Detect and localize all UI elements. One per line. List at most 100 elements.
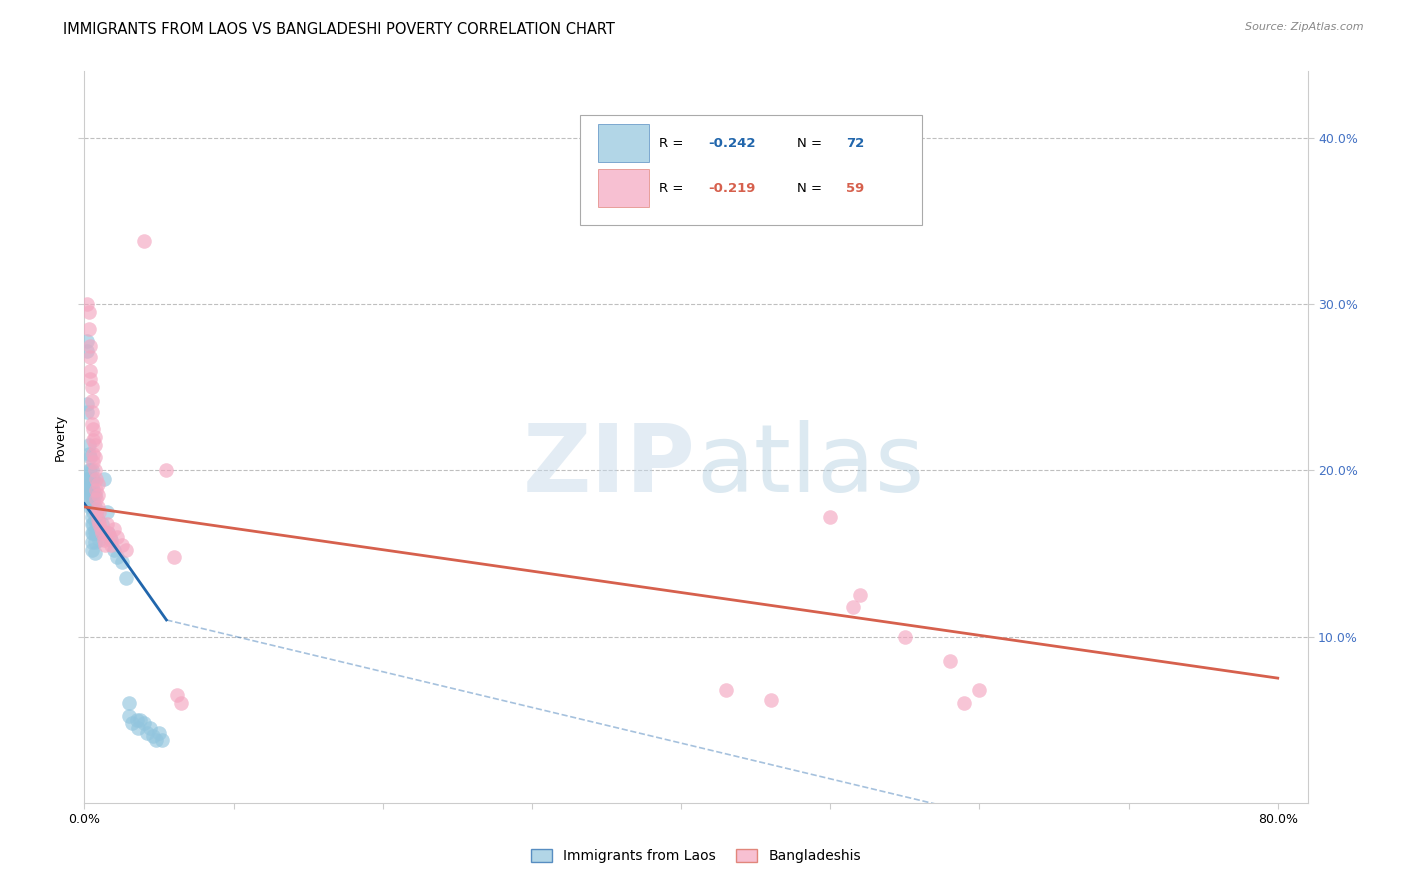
- Point: [83, 488, 105, 502]
- Point: [148, 726, 170, 740]
- Point: [76, 334, 98, 348]
- Point: [77, 322, 100, 336]
- Point: [87, 476, 110, 491]
- Point: [96, 516, 118, 531]
- Point: [80, 480, 103, 494]
- Point: [82, 434, 104, 448]
- Point: [759, 692, 782, 706]
- Point: [80, 526, 103, 541]
- Point: [163, 549, 186, 564]
- Point: [118, 709, 141, 723]
- Point: [849, 588, 872, 602]
- Point: [79, 450, 101, 464]
- Point: [80, 380, 103, 394]
- Point: [77, 472, 100, 486]
- Point: [170, 696, 193, 710]
- Point: [76, 343, 98, 358]
- Point: [714, 682, 737, 697]
- Point: [89, 505, 111, 519]
- Text: R =: R =: [659, 136, 688, 150]
- Point: [82, 472, 104, 486]
- Point: [111, 555, 134, 569]
- Point: [91, 526, 114, 541]
- Point: [83, 450, 105, 464]
- Point: [83, 546, 105, 560]
- Text: 72: 72: [846, 136, 865, 150]
- Point: [89, 533, 111, 548]
- Point: [80, 393, 103, 408]
- Point: [80, 417, 103, 431]
- FancyBboxPatch shape: [598, 124, 650, 162]
- Point: [79, 372, 101, 386]
- Text: R =: R =: [659, 182, 688, 194]
- Point: [98, 530, 121, 544]
- Point: [87, 513, 110, 527]
- Point: [142, 729, 165, 743]
- Point: [90, 521, 112, 535]
- Point: [103, 521, 125, 535]
- Point: [84, 472, 107, 486]
- Point: [105, 530, 128, 544]
- Point: [105, 549, 128, 564]
- Point: [76, 405, 98, 419]
- Point: [96, 505, 118, 519]
- Point: [91, 516, 114, 531]
- Point: [79, 500, 101, 514]
- Point: [76, 297, 98, 311]
- Point: [80, 500, 103, 514]
- Point: [93, 533, 115, 548]
- Text: atlas: atlas: [696, 420, 924, 512]
- Point: [83, 534, 105, 549]
- Point: [80, 543, 103, 558]
- Point: [150, 732, 173, 747]
- Text: 59: 59: [846, 182, 865, 194]
- Point: [79, 351, 101, 365]
- Point: [80, 534, 103, 549]
- Point: [87, 488, 110, 502]
- Point: [77, 305, 100, 319]
- Text: IMMIGRANTS FROM LAOS VS BANGLADESHI POVERTY CORRELATION CHART: IMMIGRANTS FROM LAOS VS BANGLADESHI POVE…: [63, 22, 616, 37]
- Legend: Immigrants from Laos, Bangladeshis: Immigrants from Laos, Bangladeshis: [526, 844, 866, 869]
- Point: [115, 571, 138, 585]
- Point: [938, 655, 960, 669]
- Point: [127, 721, 149, 735]
- Text: -0.219: -0.219: [709, 182, 755, 194]
- Point: [84, 505, 107, 519]
- Point: [82, 455, 104, 469]
- Point: [83, 438, 105, 452]
- Point: [100, 538, 122, 552]
- Point: [128, 713, 150, 727]
- Point: [100, 533, 122, 548]
- Point: [136, 726, 159, 740]
- Point: [969, 682, 991, 697]
- Point: [80, 472, 103, 486]
- Point: [82, 422, 104, 436]
- Point: [77, 447, 100, 461]
- Point: [94, 538, 117, 552]
- Point: [84, 516, 107, 531]
- Point: [83, 430, 105, 444]
- Point: [82, 447, 104, 461]
- Point: [79, 363, 101, 377]
- Point: [79, 338, 101, 352]
- Point: [80, 516, 103, 531]
- Point: [84, 505, 107, 519]
- Point: [97, 526, 120, 541]
- Point: [87, 500, 110, 514]
- Point: [79, 472, 101, 486]
- Point: [84, 526, 107, 541]
- Point: [82, 505, 104, 519]
- Point: [132, 716, 155, 731]
- Point: [93, 472, 115, 486]
- Point: [121, 716, 143, 731]
- Point: [82, 493, 104, 508]
- Point: [80, 509, 103, 524]
- Point: [79, 488, 101, 502]
- FancyBboxPatch shape: [579, 115, 922, 225]
- Text: N =: N =: [797, 136, 827, 150]
- Point: [132, 234, 155, 248]
- Point: [80, 405, 103, 419]
- Point: [155, 463, 177, 477]
- FancyBboxPatch shape: [598, 169, 650, 207]
- Point: [125, 713, 148, 727]
